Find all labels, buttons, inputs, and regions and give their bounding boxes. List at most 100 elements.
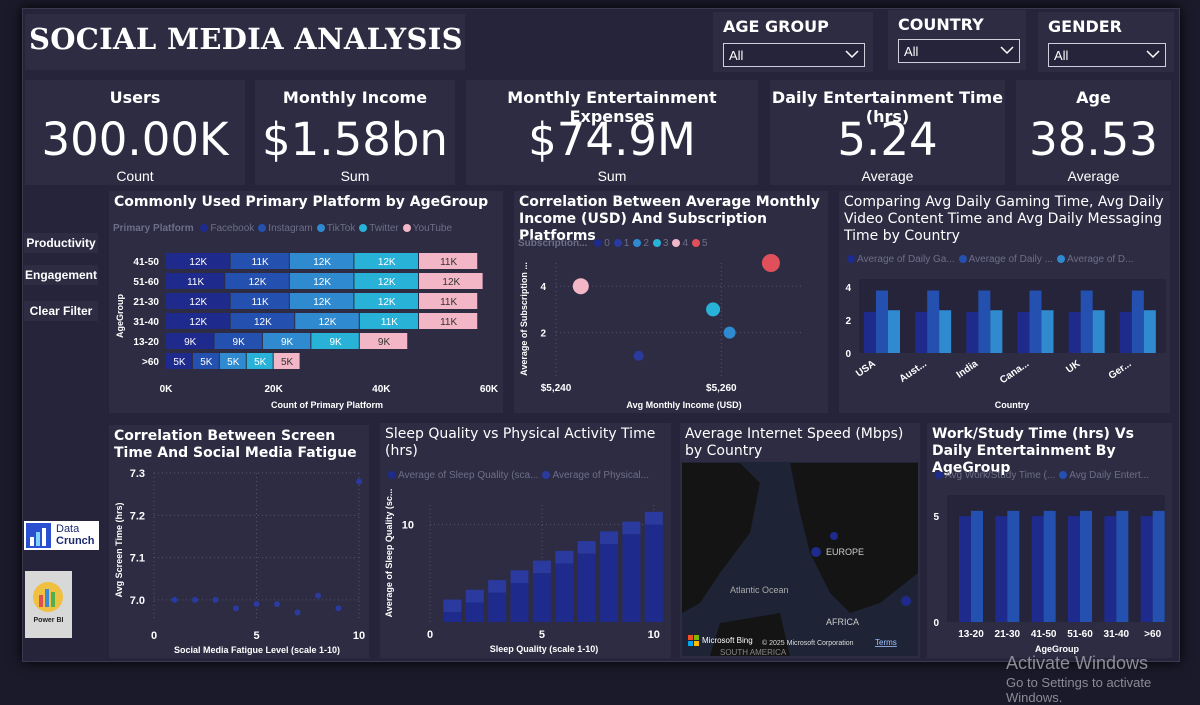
plot-area: [859, 279, 1166, 353]
chart-title: Average Internet Speed (Mbps) by Country: [685, 426, 904, 459]
bar-segment: [577, 541, 596, 554]
y-axis-title: Average of Sleep Quality (sc...: [384, 489, 394, 618]
bar: [864, 311, 876, 353]
chart-legend: Primary Platform Facebook Instagram TikTok…: [113, 223, 452, 234]
bar-segment: [443, 599, 462, 613]
scatter-point: [233, 605, 239, 612]
slicer-age-group: AGE GROUP All: [713, 12, 873, 72]
chart-title: Sleep Quality vs Physical Activity Time …: [385, 426, 656, 459]
legend-label: Average of Daily ...: [968, 254, 1053, 265]
bar-segment: [166, 353, 192, 369]
internet-speed-map-visual[interactable]: Average Internet Speed (Mbps) by Country…: [680, 423, 920, 658]
x-tick-label: $5,240: [541, 383, 572, 394]
productivity-button[interactable]: Productivity: [24, 233, 98, 253]
legend-label: Average of D...: [1066, 254, 1134, 265]
bar-segment: [600, 531, 619, 544]
data-label: 5K: [281, 357, 294, 368]
country-dropdown[interactable]: All: [898, 39, 1020, 63]
screen-time-fatigue-visual[interactable]: Correlation Between Screen Time And Soci…: [109, 425, 369, 658]
y-axis-title: Average of Subscription ...: [519, 262, 529, 376]
data-label: 9K: [233, 337, 246, 348]
bar-segment: [273, 353, 300, 369]
bar-segment: [246, 353, 273, 369]
legend-marker: [958, 255, 967, 263]
y-axis-title: AgeGroup: [115, 293, 125, 338]
world-map[interactable]: EUROPE Atlantic Ocean AFRICA SOUTH AMERICA M…: [680, 423, 920, 658]
x-axis-title: Count of Primary Platform: [271, 400, 383, 410]
bar-segment: [219, 353, 246, 369]
scatter-point: [274, 601, 280, 608]
chart-title: Commonly Used Primary Platform by AgeGro…: [114, 194, 489, 210]
kpi-users-card: Users 300.00K Count: [25, 80, 245, 185]
activate-windows-hint: Go to Settings to activate Windows.: [1006, 675, 1152, 705]
income-subscription-visual[interactable]: Correlation Between Average Monthly Inco…: [514, 191, 828, 413]
chart-title: Comparing Avg Daily Gaming Time, Avg Dai…: [844, 194, 1164, 244]
bar-segment: [354, 273, 419, 289]
dropdown-value: All: [1054, 48, 1069, 63]
y-axis-title: Avg Screen Time (hrs): [114, 502, 124, 597]
data-label: 12K: [378, 297, 396, 308]
bing-brand: Microsoft Bing: [702, 636, 753, 645]
bar-segment: [419, 273, 483, 289]
plot-area: [947, 495, 1165, 622]
country-bar-chart: 0 2 4 USA Aust... India Cana... UK Ger... Country: [845, 279, 1166, 410]
dropdown-value: All: [904, 44, 919, 59]
x-axis-title: Sleep Quality (scale 1-10): [490, 644, 599, 654]
x-axis-title: Avg Monthly Income (USD): [626, 400, 741, 410]
legend-marker: [542, 471, 551, 479]
y-tick-label: 7.2: [130, 510, 145, 522]
bar-segment: [644, 524, 663, 622]
y-tick-label: 4: [540, 282, 546, 293]
kpi-title: Age: [1076, 88, 1111, 107]
platform-by-agegroup-visual[interactable]: Commonly Used Primary Platform by AgeGro…: [109, 191, 503, 413]
bing-logo-icon: [688, 635, 693, 640]
bar: [1080, 510, 1092, 622]
chart-title: Correlation Between Average Monthly Inco…: [519, 194, 820, 244]
work-entertainment-visual[interactable]: Work/Study Time (hrs) Vs Daily Entertain…: [927, 423, 1172, 658]
bar: [1140, 516, 1153, 622]
map-bubble: [830, 532, 838, 540]
bar-segment: [510, 570, 529, 583]
kpi-subtitle: Count: [116, 168, 154, 184]
bar-segment: [359, 333, 408, 349]
bar-segment: [644, 511, 663, 525]
legend-marker: [1056, 255, 1065, 263]
engagement-button[interactable]: Engagement: [24, 265, 98, 285]
data-label: 12K: [378, 257, 396, 268]
bar-segment: [622, 521, 641, 535]
category-label: 31-40: [133, 317, 159, 328]
scatter-point: [171, 596, 178, 603]
category-label: 51-60: [1067, 629, 1093, 640]
bar: [1068, 311, 1081, 353]
bar: [1092, 310, 1105, 353]
data-label: 12K: [313, 297, 331, 308]
income-scatter-chart: 2 4 $5,240 $5,260 Avg Monthly Income (USD) Av…: [519, 254, 804, 410]
data-label: 5K: [173, 357, 186, 368]
kpi-value: 5.24: [837, 113, 938, 166]
gender-dropdown[interactable]: All: [1048, 43, 1166, 67]
legend-marker: [1059, 471, 1068, 479]
bar-segment: [289, 293, 354, 309]
title-tile: SOCIAL MEDIA ANALYSIS: [25, 14, 465, 70]
legend-marker: [672, 239, 681, 247]
bar-segment: [555, 563, 574, 622]
bar-segment: [359, 313, 419, 329]
legend-label: YouTube: [412, 223, 453, 234]
age-group-dropdown[interactable]: All: [723, 43, 865, 67]
activate-windows-watermark: Activate Windows: [1006, 653, 1149, 673]
map-label: AFRICA: [826, 617, 859, 627]
sleep-activity-visual[interactable]: Sleep Quality vs Physical Activity Time …: [380, 423, 671, 658]
x-tick-label: 10: [648, 629, 660, 641]
bar-segment: [192, 353, 219, 369]
bar: [966, 311, 979, 353]
clear-filter-button[interactable]: Clear Filter: [24, 301, 98, 321]
legend-marker: [847, 255, 855, 263]
chevron-down-icon: [1146, 50, 1160, 59]
country-comparison-visual[interactable]: Comparing Avg Daily Gaming Time, Avg Dai…: [839, 191, 1170, 413]
data-label: 9K: [329, 337, 342, 348]
category-label: 31-40: [1104, 629, 1130, 640]
scatter-point: [356, 478, 362, 485]
chart-legend: Average of Sleep Quality (sca... Average …: [384, 470, 649, 481]
chart-title: Work/Study Time (hrs) Vs Daily Entertain…: [932, 426, 1135, 476]
kpi-subtitle: Sum: [340, 168, 370, 184]
